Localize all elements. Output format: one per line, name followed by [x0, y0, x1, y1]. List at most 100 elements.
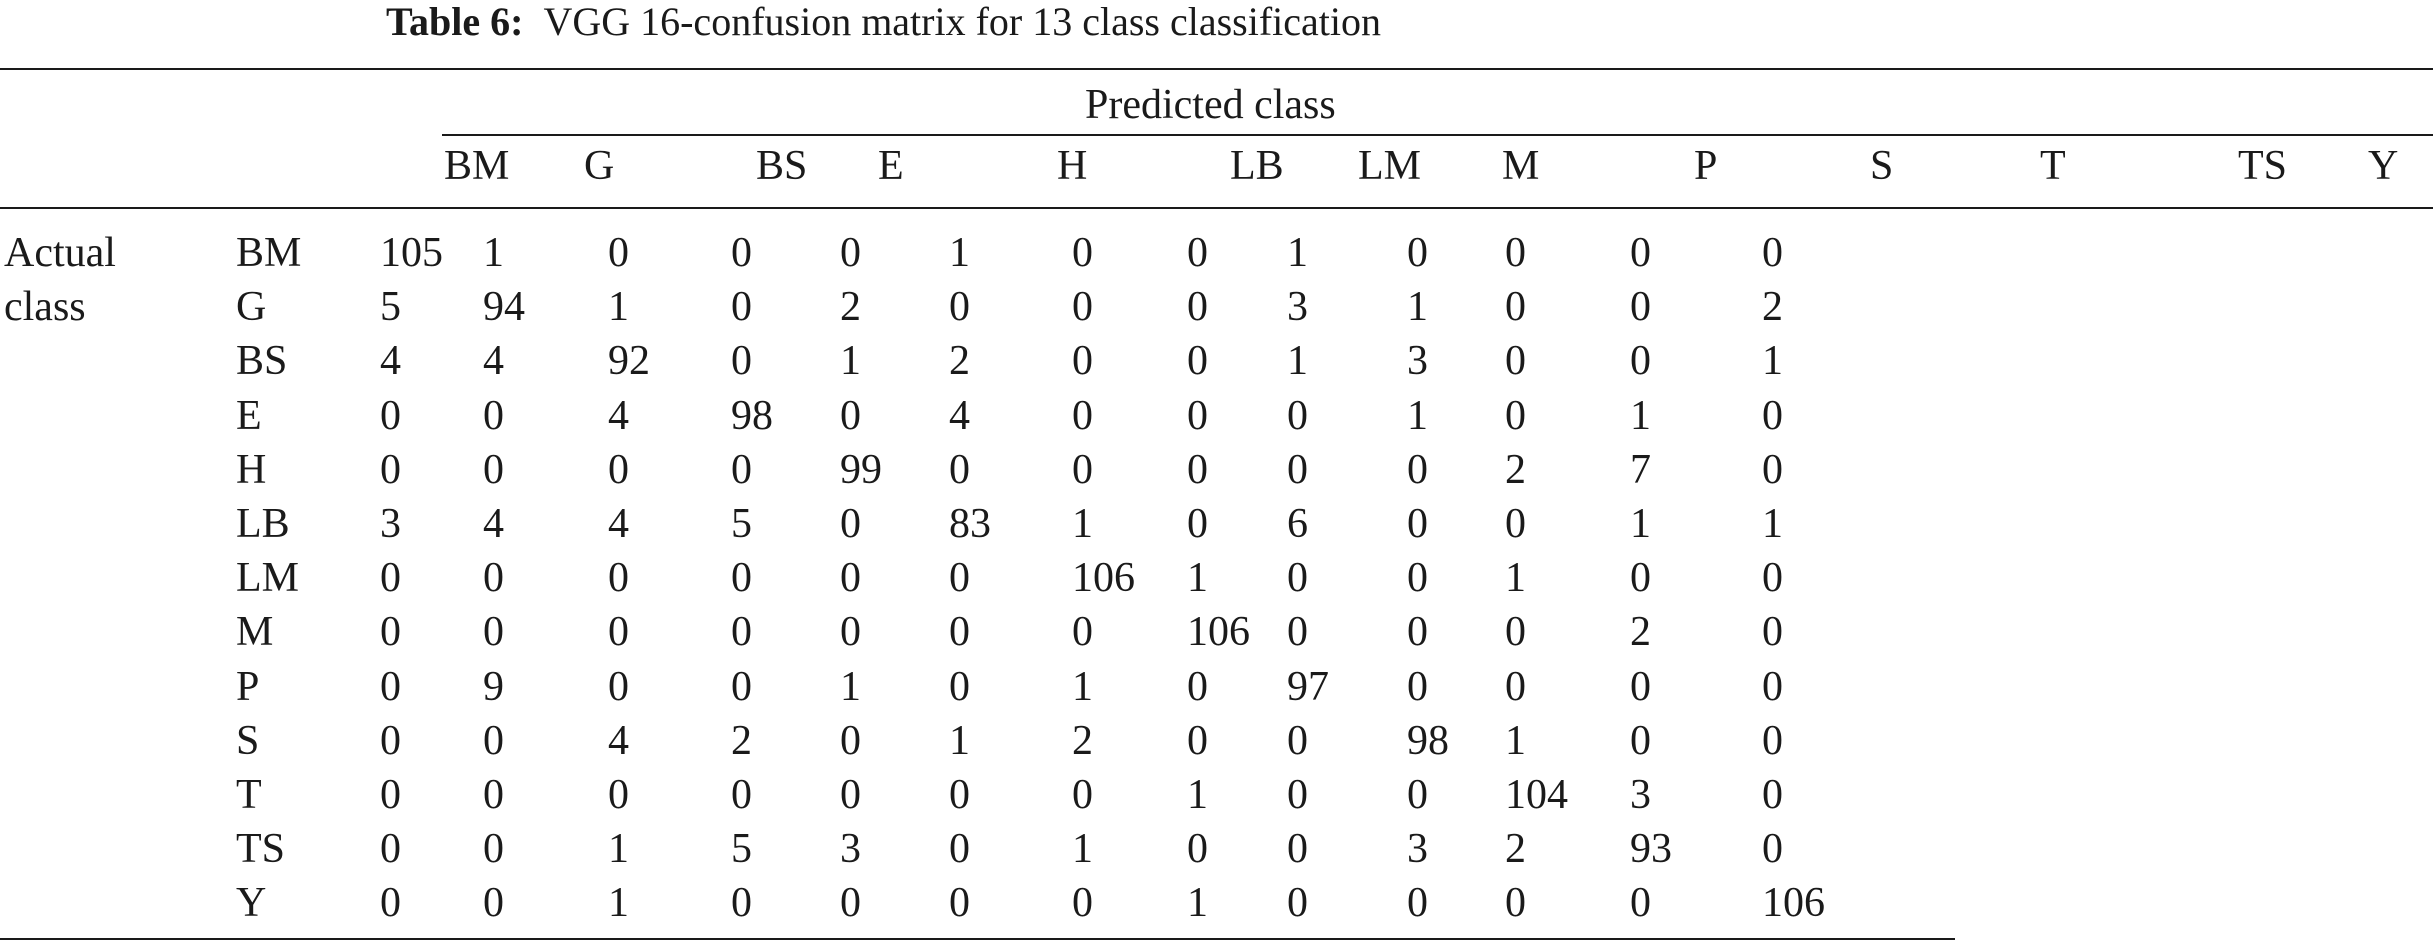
matrix-cell: 0	[731, 609, 752, 655]
matrix-cell: 0	[1762, 555, 1783, 601]
matrix-cell: 105	[380, 230, 443, 276]
row-label-ts: TS	[236, 826, 286, 872]
matrix-cell: 0	[1072, 772, 1093, 818]
matrix-cell: 0	[1630, 718, 1651, 764]
matrix-cell: 98	[731, 393, 773, 439]
matrix-cell: 0	[1505, 664, 1526, 710]
matrix-cell: 1	[1630, 393, 1651, 439]
matrix-cell: 0	[1505, 609, 1526, 655]
matrix-cell: 0	[1505, 880, 1526, 926]
matrix-cell: 0	[840, 609, 861, 655]
matrix-cell: 0	[483, 772, 504, 818]
matrix-cell: 2	[1762, 284, 1783, 330]
row-label-bs: BS	[236, 338, 288, 384]
matrix-cell: 93	[1630, 826, 1672, 872]
matrix-cell: 0	[1407, 772, 1428, 818]
matrix-cell: 1	[608, 826, 629, 872]
row-label-t: T	[236, 772, 262, 818]
matrix-cell: 1	[1505, 718, 1526, 764]
actual-class-label-line1: Actual	[4, 230, 116, 276]
column-header-s: S	[1870, 143, 1894, 189]
matrix-cell: 3	[1287, 284, 1308, 330]
matrix-cell: 4	[608, 501, 629, 547]
matrix-cell: 0	[1407, 609, 1428, 655]
matrix-cell: 0	[949, 447, 970, 493]
matrix-cell: 0	[1407, 555, 1428, 601]
matrix-cell: 0	[1187, 393, 1208, 439]
caption-label: Table 6:	[386, 0, 524, 44]
matrix-cell: 0	[483, 555, 504, 601]
matrix-cell: 0	[380, 826, 401, 872]
matrix-cell: 0	[1287, 447, 1308, 493]
matrix-cell: 0	[608, 772, 629, 818]
matrix-cell: 0	[1072, 880, 1093, 926]
matrix-cell: 0	[1630, 338, 1651, 384]
matrix-cell: 0	[380, 609, 401, 655]
column-header-lm: LM	[1358, 143, 1421, 189]
top-rule	[0, 68, 2433, 70]
matrix-cell: 0	[731, 664, 752, 710]
row-label-g: G	[236, 284, 267, 330]
matrix-cell: 4	[608, 718, 629, 764]
matrix-cell: 0	[483, 718, 504, 764]
matrix-cell: 4	[380, 338, 401, 384]
matrix-cell: 0	[1187, 230, 1208, 276]
matrix-cell: 0	[731, 555, 752, 601]
matrix-cell: 0	[840, 880, 861, 926]
matrix-cell: 1	[1762, 501, 1783, 547]
matrix-cell: 0	[840, 393, 861, 439]
column-header-m: M	[1502, 143, 1540, 189]
matrix-cell: 0	[1407, 501, 1428, 547]
matrix-cell: 5	[380, 284, 401, 330]
matrix-cell: 0	[483, 393, 504, 439]
matrix-cell: 5	[731, 501, 752, 547]
row-label-lb: LB	[236, 501, 290, 547]
matrix-cell: 1	[1072, 826, 1093, 872]
row-label-m: M	[236, 609, 274, 655]
matrix-cell: 0	[1287, 555, 1308, 601]
matrix-cell: 1	[1287, 338, 1308, 384]
matrix-cell: 0	[949, 609, 970, 655]
matrix-cell: 0	[1505, 393, 1526, 439]
matrix-cell: 1	[1187, 772, 1208, 818]
matrix-cell: 0	[1505, 230, 1526, 276]
matrix-cell: 104	[1505, 772, 1568, 818]
matrix-cell: 1	[608, 284, 629, 330]
matrix-cell: 0	[840, 718, 861, 764]
matrix-cell: 0	[1630, 230, 1651, 276]
matrix-cell: 0	[731, 230, 752, 276]
matrix-cell: 0	[1287, 772, 1308, 818]
predicted-class-rule	[442, 134, 2433, 136]
matrix-cell: 0	[608, 609, 629, 655]
matrix-cell: 0	[1187, 718, 1208, 764]
matrix-cell: 0	[1505, 284, 1526, 330]
matrix-cell: 0	[1287, 609, 1308, 655]
matrix-cell: 1	[949, 718, 970, 764]
matrix-cell: 0	[1762, 826, 1783, 872]
matrix-cell: 94	[483, 284, 525, 330]
matrix-cell: 1	[1407, 284, 1428, 330]
matrix-cell: 0	[380, 772, 401, 818]
matrix-cell: 0	[731, 447, 752, 493]
column-header-ts: TS	[2238, 143, 2288, 189]
column-header-e: E	[878, 143, 904, 189]
matrix-cell: 4	[483, 338, 504, 384]
actual-class-label-line2: class	[4, 284, 86, 330]
matrix-cell: 0	[731, 284, 752, 330]
matrix-cell: 0	[731, 338, 752, 384]
matrix-cell: 0	[1187, 501, 1208, 547]
matrix-cell: 3	[1407, 826, 1428, 872]
matrix-cell: 0	[380, 555, 401, 601]
column-header-bm: BM	[444, 143, 510, 189]
matrix-cell: 1	[608, 880, 629, 926]
matrix-cell: 92	[608, 338, 650, 384]
matrix-cell: 0	[1762, 447, 1783, 493]
matrix-cell: 0	[1762, 772, 1783, 818]
matrix-cell: 0	[1287, 718, 1308, 764]
matrix-cell: 9	[483, 664, 504, 710]
matrix-cell: 4	[949, 393, 970, 439]
matrix-cell: 0	[731, 880, 752, 926]
matrix-cell: 2	[1505, 447, 1526, 493]
matrix-cell: 1	[1072, 664, 1093, 710]
predicted-class-label: Predicted class	[1085, 82, 1336, 128]
